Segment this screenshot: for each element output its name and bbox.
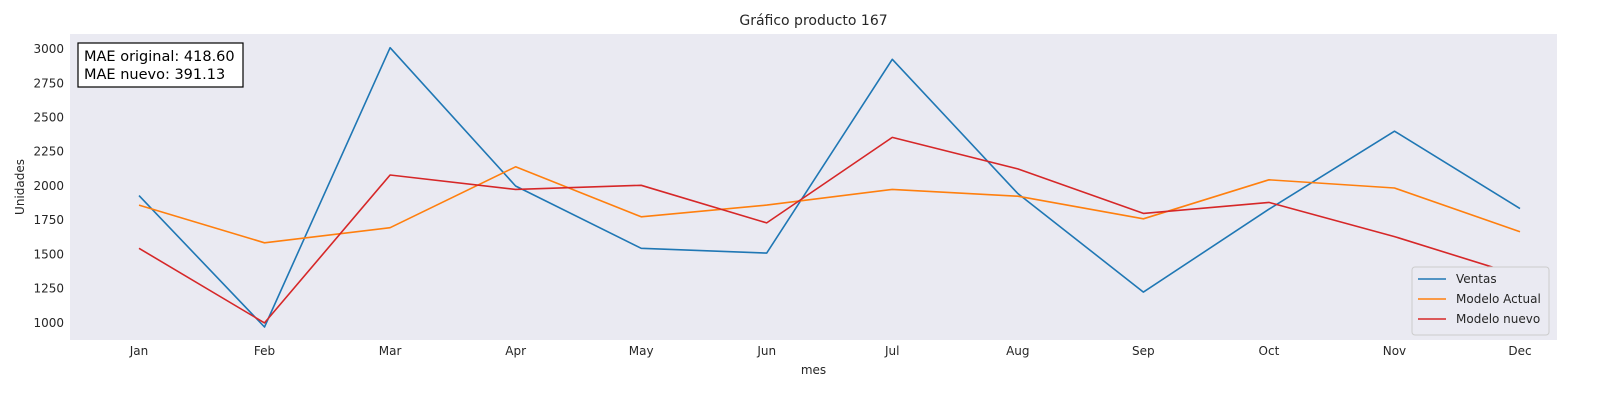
- x-tick-label: Jun: [756, 344, 776, 358]
- mae-nuevo-text: MAE nuevo: 391.13: [84, 67, 225, 83]
- y-tick-label: 2250: [33, 145, 64, 159]
- mae-annotation-box: MAE original: 418.60 MAE nuevo: 391.13: [77, 42, 244, 88]
- y-axis-label: Unidades: [13, 159, 27, 215]
- y-tick-label: 1250: [33, 282, 64, 296]
- x-tick-label: Jul: [884, 344, 899, 358]
- x-tick-label: Feb: [254, 344, 275, 358]
- legend-label: Ventas: [1456, 272, 1497, 286]
- x-tick-label: May: [629, 344, 654, 358]
- y-tick-label: 2750: [33, 76, 64, 90]
- y-tick-label: 1750: [33, 213, 64, 227]
- series-line-modelo-actual: [138, 166, 1521, 244]
- legend: Ventas Modelo Actual Modelo nuevo: [1411, 266, 1550, 336]
- mae-original-text: MAE original: 418.60: [84, 49, 235, 65]
- x-tick-label: Apr: [505, 344, 526, 358]
- x-axis-label: mes: [801, 363, 826, 377]
- x-tick-label: Mar: [379, 344, 402, 358]
- series-line-ventas: [138, 46, 1521, 328]
- y-tick-label: 2500: [33, 111, 64, 125]
- chart-title: Gráfico producto 167: [739, 13, 887, 29]
- x-tick-label: Aug: [1006, 344, 1029, 358]
- series-line-modelo-nuevo: [138, 136, 1521, 324]
- y-tick-label: 1000: [33, 316, 64, 330]
- x-tick-label: Sep: [1132, 344, 1155, 358]
- plot-area: [70, 34, 1557, 340]
- x-tick-label: Nov: [1383, 344, 1406, 358]
- legend-label: Modelo Actual: [1456, 292, 1541, 306]
- legend-label: Modelo nuevo: [1456, 312, 1540, 326]
- x-tick-label: Dec: [1508, 344, 1531, 358]
- y-tick-label: 3000: [33, 42, 64, 56]
- y-tick-label: 1500: [33, 247, 64, 261]
- x-tick-label: Jan: [129, 344, 149, 358]
- y-tick-label: 2000: [33, 179, 64, 193]
- x-tick-label: Oct: [1259, 344, 1280, 358]
